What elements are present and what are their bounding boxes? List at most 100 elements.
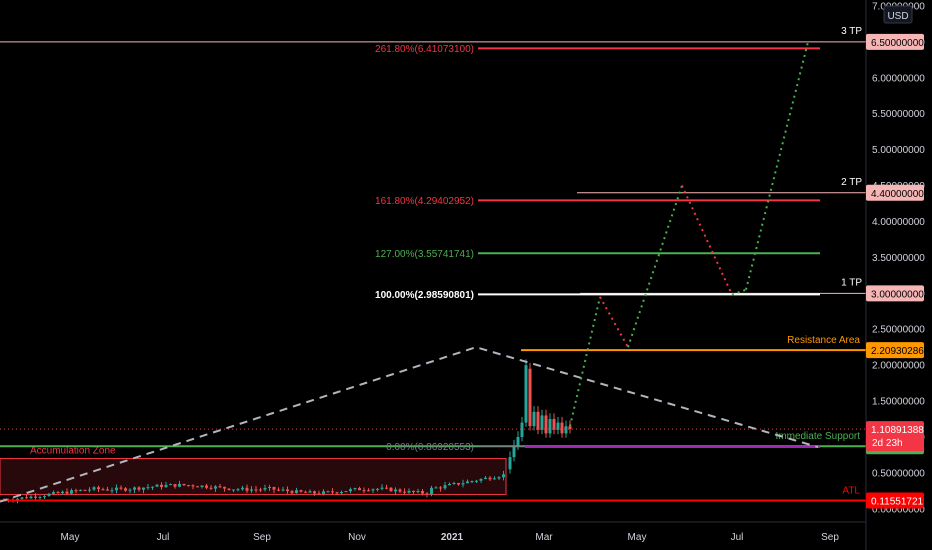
level-name-label: Immediate Support xyxy=(776,431,861,442)
price-tick-label: 0.50000000 xyxy=(872,468,925,479)
candle-body xyxy=(299,490,303,492)
candle-body xyxy=(236,489,240,491)
candle-body xyxy=(38,496,42,498)
candle-body xyxy=(421,491,424,494)
candle-body xyxy=(385,487,388,489)
candle-body xyxy=(110,490,114,492)
price-tick-label: 2.00000000 xyxy=(872,361,925,372)
candle-body xyxy=(52,492,55,494)
level-name-label: 3 TP xyxy=(841,26,862,37)
candle-body xyxy=(322,491,325,494)
candle-body xyxy=(493,478,496,480)
candle-body xyxy=(439,487,442,489)
candle-body xyxy=(214,486,217,489)
candle-body xyxy=(74,490,78,492)
time-tick-label: Nov xyxy=(348,532,366,543)
candle-body xyxy=(61,491,64,494)
fib-label: 127.00%(3.55741741) xyxy=(375,249,474,260)
candle-body xyxy=(101,489,105,491)
candle-body xyxy=(564,426,568,434)
time-tick-label: Jul xyxy=(157,532,170,543)
time-tick-label: Sep xyxy=(821,532,839,543)
candle-body xyxy=(376,488,379,490)
price-axis[interactable]: 7.000000006.500000006.000000005.50000000… xyxy=(865,0,932,550)
candle-body xyxy=(268,487,271,489)
candle-body xyxy=(241,487,244,490)
candle-body xyxy=(146,487,150,489)
level-name-label: Resistance Area xyxy=(787,335,860,346)
time-axis[interactable]: May Jul Sep Nov 2021 Mar May Jul Sep xyxy=(0,521,866,543)
candle-body xyxy=(512,445,516,458)
candle-body xyxy=(218,486,222,488)
candle-body xyxy=(425,493,429,495)
candle-body xyxy=(272,487,276,490)
candle-body xyxy=(286,489,289,492)
price-tag xyxy=(866,285,924,302)
candle-body xyxy=(160,484,163,488)
candle-body xyxy=(466,481,469,484)
fib-label: 261.80%(6.41073100) xyxy=(375,44,474,55)
candle-body xyxy=(205,485,208,488)
candle-body xyxy=(403,491,406,493)
candle-body xyxy=(416,491,420,493)
projection-segment xyxy=(627,185,683,348)
candle-body xyxy=(560,422,564,434)
candle-body xyxy=(209,487,213,489)
candle-body xyxy=(528,368,532,427)
candle-body xyxy=(178,483,181,487)
candle-body xyxy=(344,491,348,493)
candle-body xyxy=(173,484,177,487)
candle-body xyxy=(568,426,572,430)
candle-body xyxy=(552,419,556,430)
candle-body xyxy=(151,486,154,488)
projection-segment xyxy=(731,288,747,296)
candle-body xyxy=(394,489,397,492)
level-name-label: 1 TP xyxy=(841,277,862,288)
candle-body xyxy=(245,487,249,491)
candle-body xyxy=(47,493,51,497)
candle-body xyxy=(137,487,141,490)
price-tick-label: 3.50000000 xyxy=(872,253,925,264)
candle-body xyxy=(362,490,366,492)
candle-body xyxy=(133,487,136,490)
candle-body xyxy=(196,486,199,488)
candle-body xyxy=(88,489,91,491)
price-tick-label: 0.00000000 xyxy=(872,504,925,515)
candle-body xyxy=(430,487,433,495)
candle-body xyxy=(452,482,456,484)
countdown-label: 2d 23h xyxy=(872,438,903,449)
price-tag-label: 3.00000000 xyxy=(871,289,924,300)
level-name-label: ATL xyxy=(842,486,860,497)
candle-body xyxy=(97,487,100,490)
candle-body xyxy=(412,490,415,493)
candle-body xyxy=(164,484,168,488)
accumulation-zone xyxy=(0,458,507,495)
drawing-overlay xyxy=(0,41,820,503)
candle-body xyxy=(540,415,544,430)
projection-segment xyxy=(745,41,809,290)
candle-body xyxy=(457,482,460,485)
candle-body xyxy=(448,483,451,486)
candle-body xyxy=(115,487,118,491)
time-tick-label: May xyxy=(61,532,80,543)
level-name-label: 2 TP xyxy=(841,177,862,188)
time-tick-label: 2021 xyxy=(441,532,464,543)
price-tick-label: 5.50000000 xyxy=(872,109,925,120)
candle-body xyxy=(25,497,28,499)
time-tick-label: May xyxy=(628,532,647,543)
candle-body xyxy=(155,484,159,487)
candle-body xyxy=(187,485,190,487)
candle-body xyxy=(92,487,96,490)
fib-label: 161.80%(4.29402952) xyxy=(375,196,474,207)
price-tag-label: 6.50000000 xyxy=(871,38,924,49)
candle-body xyxy=(349,489,352,492)
candle-body xyxy=(470,481,474,483)
candle-body xyxy=(83,489,87,491)
candle-body xyxy=(398,489,402,492)
candle-body xyxy=(340,491,343,494)
price-tick-label: 6.00000000 xyxy=(872,73,925,84)
candle-body xyxy=(479,478,483,481)
currency-badge[interactable] xyxy=(883,5,913,24)
candle-body xyxy=(461,483,465,485)
